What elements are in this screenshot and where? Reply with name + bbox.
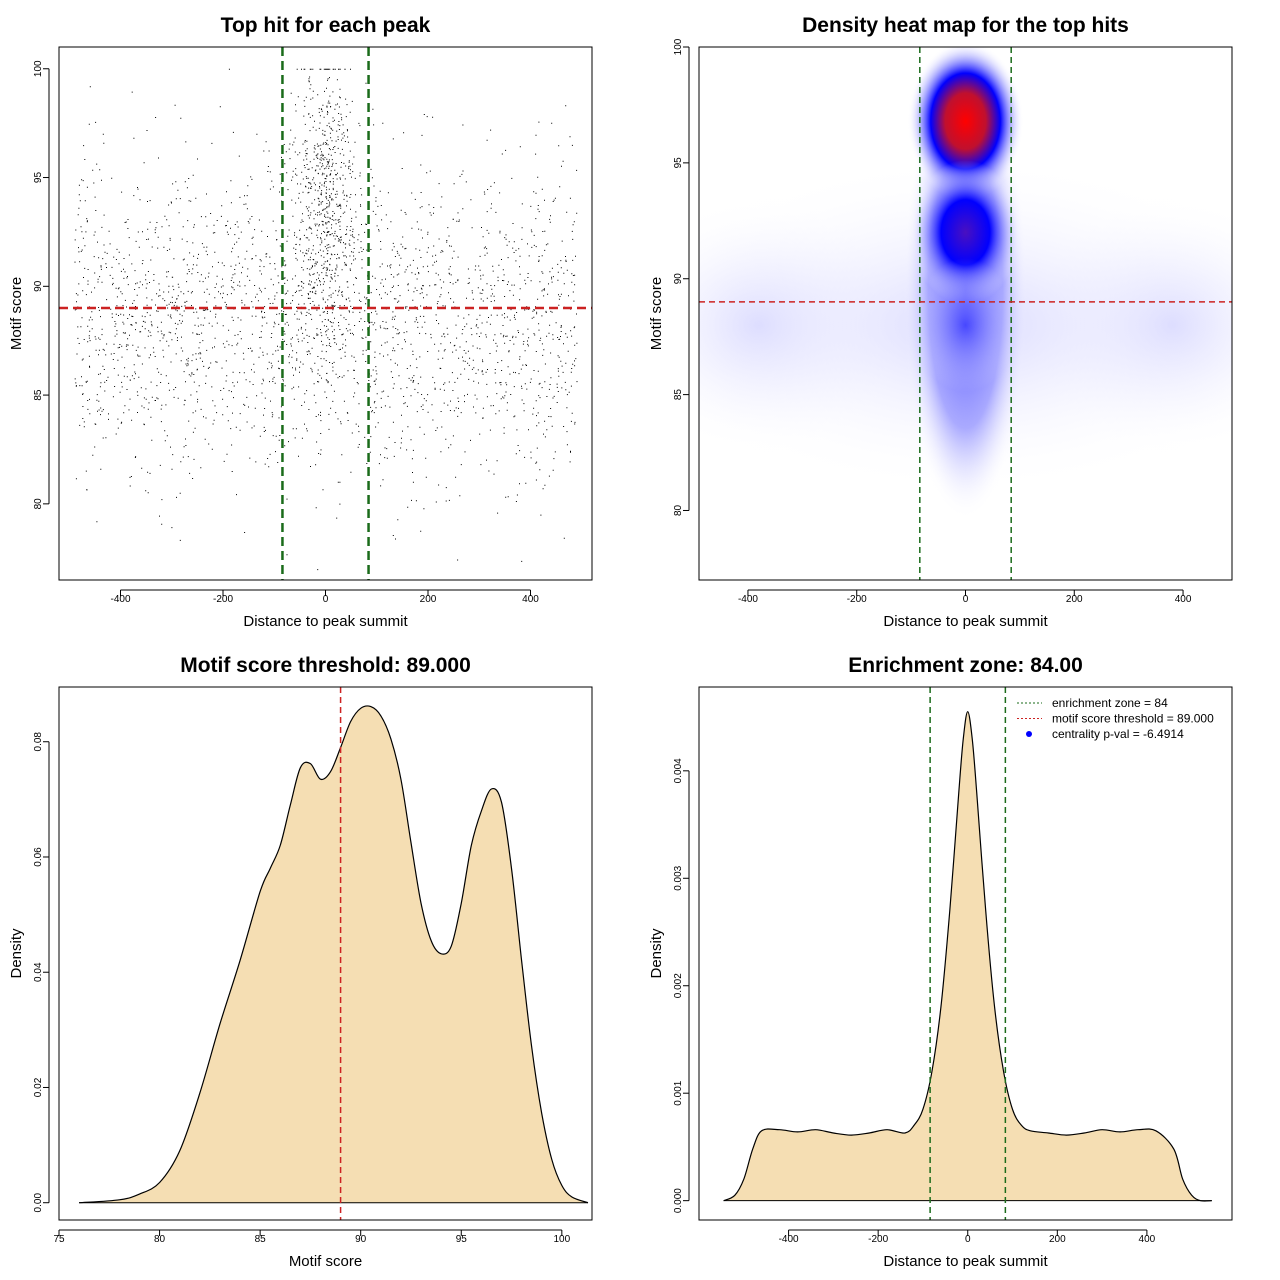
y-tick-label: 0.04 (33, 962, 44, 982)
legend-label: enrichment zone = 84 (1052, 696, 1168, 710)
y-tick-label: 95 (33, 172, 44, 184)
panel-title: Density heat map for the top hits (802, 14, 1129, 37)
y-tick-label: 90 (673, 273, 684, 285)
x-tick-label: -400 (779, 1234, 799, 1245)
scatter-point (74, 68, 578, 571)
y-tick-label: 80 (33, 498, 44, 510)
y-axis-label: Density (8, 928, 25, 979)
plot-frame (698, 686, 1233, 1221)
density-peak (907, 47, 1024, 202)
x-axis: -400 -200 0 200 400 (738, 589, 1192, 605)
x-tick-label: 400 (522, 594, 539, 605)
y-tick-label: 0.00 (33, 1193, 44, 1213)
x-tick-label: -200 (847, 594, 867, 605)
x-tick-label: -400 (110, 594, 130, 605)
y-axis-label: Motif score (648, 277, 665, 350)
y-axis: 80 85 90 95 100 (33, 60, 50, 510)
x-tick-label: 400 (1139, 1234, 1156, 1245)
y-axis-label: Density (648, 928, 665, 979)
x-axis-label: Distance to peak summit (243, 613, 408, 630)
y-tick-label: 0.003 (673, 865, 684, 890)
x-tick-label: 90 (355, 1234, 367, 1245)
x-tick-label: -200 (868, 1234, 888, 1245)
legend-label: centrality p-val = -6.4914 (1052, 727, 1184, 741)
legend: enrichment zone = 84 motif score threshol… (1017, 696, 1214, 741)
x-axis-label: Distance to peak summit (883, 1253, 1048, 1270)
y-tick-label: 100 (673, 38, 684, 55)
y-axis: 80 85 90 95 100 (673, 38, 690, 516)
y-tick-label: 0.002 (673, 973, 684, 998)
x-tick-label: 0 (963, 594, 969, 605)
heatmap (699, 47, 1232, 580)
scatter-points (74, 68, 578, 571)
x-axis: -400 -200 0 200 400 (110, 589, 539, 605)
legend-label: motif score threshold = 89.000 (1052, 712, 1214, 726)
x-tick-label: 200 (1066, 594, 1083, 605)
y-tick-label: 80 (673, 504, 684, 516)
panel-title: Top hit for each peak (221, 14, 431, 37)
y-tick-label: 0.02 (33, 1077, 44, 1097)
x-axis: -400 -200 0 200 400 (779, 1229, 1156, 1245)
x-tick-label: 200 (420, 594, 437, 605)
x-tick-label: 80 (154, 1234, 166, 1245)
x-tick-label: 200 (1049, 1234, 1066, 1245)
x-tick-label: 400 (1175, 594, 1192, 605)
x-axis-label: Motif score (289, 1253, 362, 1270)
y-tick-label: 85 (673, 389, 684, 401)
panel-title: Motif score threshold: 89.000 (180, 654, 471, 677)
y-tick-label: 0.001 (673, 1080, 684, 1105)
y-axis: 0.00 0.02 0.04 0.06 0.08 (33, 732, 50, 1213)
density-peak (914, 258, 1017, 393)
y-tick-label: 0.08 (33, 732, 44, 752)
y-tick-label: 0.06 (33, 847, 44, 867)
x-tick-label: 85 (255, 1234, 267, 1245)
y-axis-label: Motif score (8, 277, 25, 350)
density-curve (723, 711, 1212, 1202)
plot-frame (58, 46, 593, 581)
y-tick-label: 90 (33, 280, 44, 292)
x-tick-label: 95 (456, 1234, 468, 1245)
y-axis: 0.000 0.001 0.002 0.003 0.004 (673, 758, 690, 1213)
plot-frame (698, 46, 1233, 581)
x-tick-label: 0 (965, 1234, 971, 1245)
x-axis-label: Distance to peak summit (883, 613, 1048, 630)
panel-title: Enrichment zone: 84.00 (848, 654, 1083, 677)
x-tick-label: -200 (213, 594, 233, 605)
x-tick-label: 0 (323, 594, 329, 605)
x-tick-label: 100 (553, 1234, 570, 1245)
x-tick-label: -400 (738, 594, 758, 605)
y-tick-label: 85 (33, 389, 44, 401)
density-curve (79, 705, 589, 1204)
x-axis: 75 80 85 90 95 100 (53, 1229, 571, 1245)
legend-marker (1026, 731, 1032, 737)
x-tick-label: 75 (53, 1234, 65, 1245)
density-area (79, 705, 588, 1203)
plot-frame (58, 686, 593, 1221)
y-tick-label: 0.004 (673, 758, 684, 783)
y-tick-label: 100 (33, 60, 44, 77)
density-area (723, 711, 1212, 1202)
y-tick-label: 0.000 (673, 1188, 684, 1213)
y-tick-label: 95 (673, 157, 684, 169)
